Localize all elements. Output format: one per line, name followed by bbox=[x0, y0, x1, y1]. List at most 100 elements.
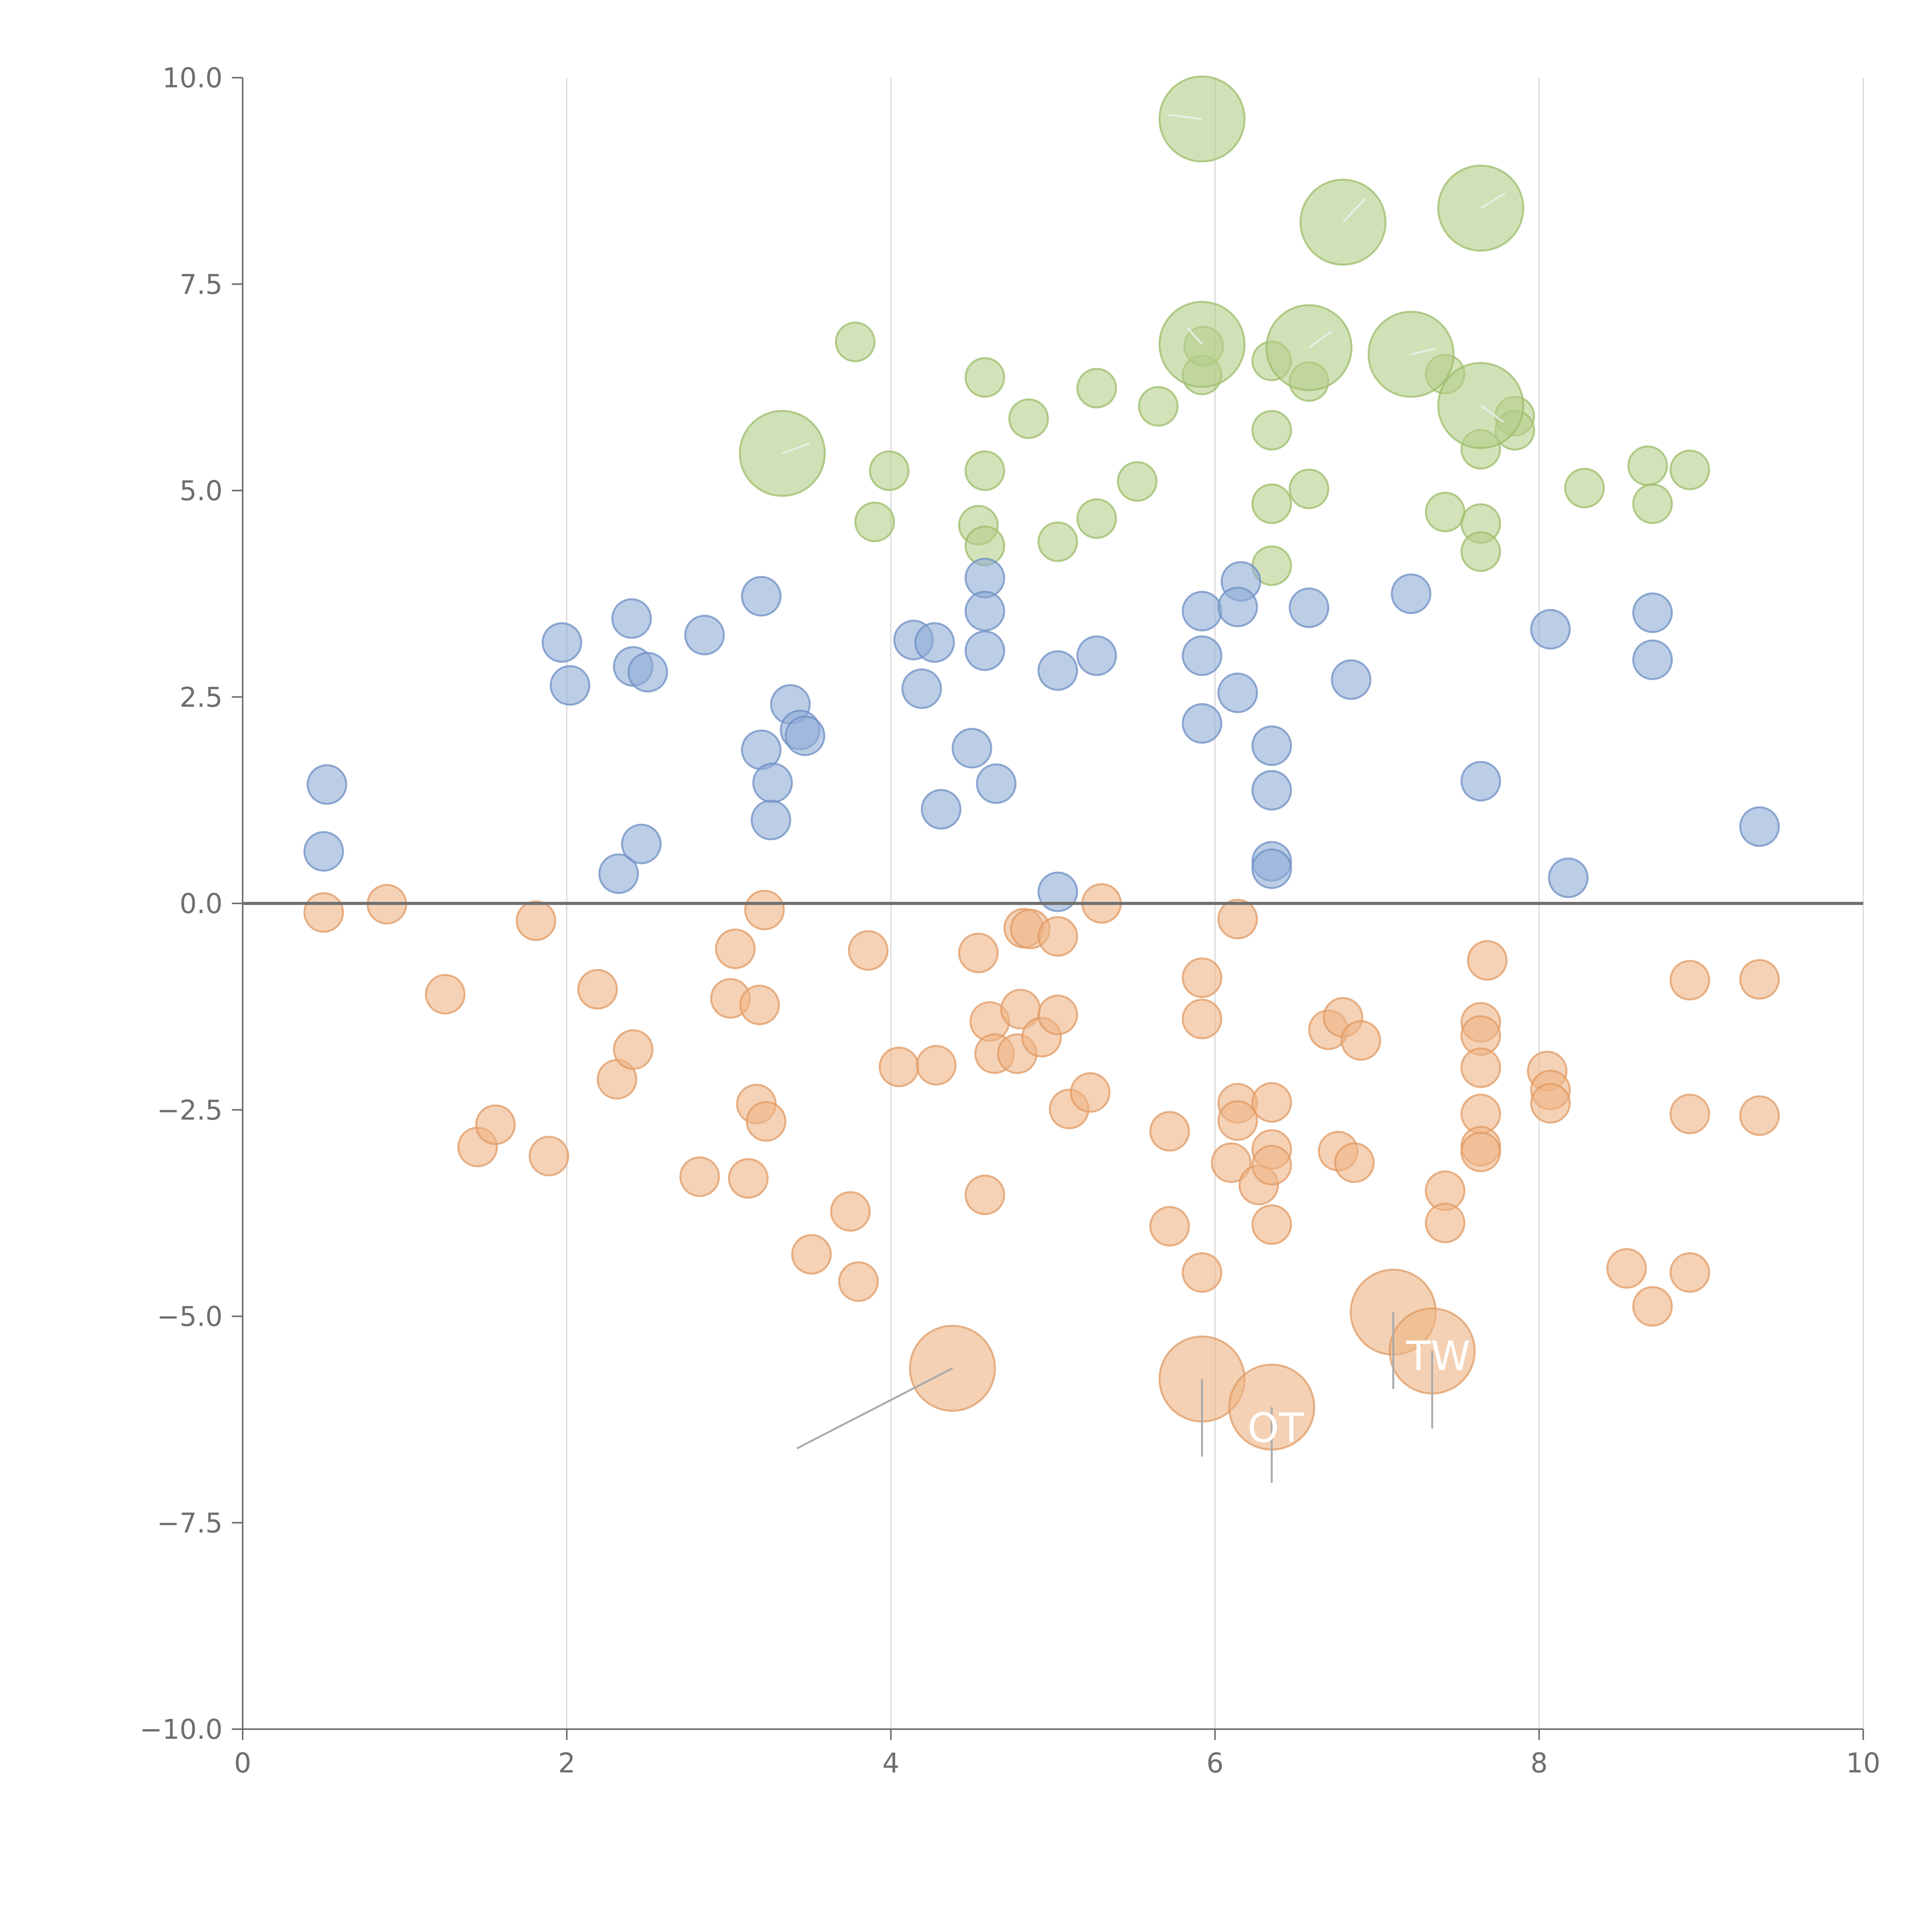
blue-point bbox=[1530, 609, 1571, 650]
blue-point bbox=[951, 728, 992, 769]
orange-point bbox=[425, 974, 466, 1015]
orange-point bbox=[1739, 1095, 1780, 1136]
orange-point bbox=[958, 932, 999, 973]
orange-point bbox=[1251, 1204, 1292, 1245]
orange-point bbox=[303, 892, 344, 933]
orange-point bbox=[1460, 1131, 1501, 1172]
orange-point bbox=[679, 1156, 720, 1197]
blue-point bbox=[1739, 806, 1780, 847]
orange-point bbox=[879, 1046, 920, 1087]
blue-point bbox=[1289, 587, 1330, 628]
green-point bbox=[1251, 483, 1292, 524]
orange-point bbox=[1070, 1072, 1111, 1113]
blue-point bbox=[976, 763, 1017, 804]
blue-point bbox=[1632, 592, 1673, 633]
green-point bbox=[1138, 386, 1179, 427]
y-tick-label: 2.5 bbox=[180, 682, 223, 713]
annotation-layer: TW OT bbox=[1247, 1332, 1470, 1451]
orange-point bbox=[1340, 1020, 1381, 1061]
y-tick-label: −2.5 bbox=[157, 1094, 223, 1126]
orange-point bbox=[1037, 916, 1078, 957]
blue-point bbox=[1251, 770, 1292, 811]
green-point bbox=[835, 321, 876, 362]
blue-point bbox=[784, 715, 825, 756]
annotation-label: OT bbox=[1247, 1404, 1304, 1451]
orange-point bbox=[838, 1261, 879, 1302]
annotation-leader-line bbox=[1480, 405, 1504, 423]
annotation-label: TW bbox=[1406, 1332, 1470, 1379]
orange-point bbox=[1669, 1252, 1710, 1293]
x-tick-label: 0 bbox=[234, 1747, 252, 1779]
blue-point bbox=[1217, 587, 1258, 628]
blue-point bbox=[306, 764, 347, 805]
annotation-leader-line bbox=[1342, 197, 1366, 223]
orange-point bbox=[1460, 1047, 1501, 1088]
blue-point bbox=[1182, 703, 1223, 744]
annotation-leader-line bbox=[796, 1367, 953, 1449]
y-tick-label: 0.0 bbox=[180, 888, 223, 920]
blue-point bbox=[598, 853, 639, 894]
blue-point bbox=[1632, 639, 1673, 680]
green-point bbox=[1627, 445, 1668, 486]
blue-point bbox=[1331, 659, 1372, 700]
blue-point bbox=[541, 622, 582, 663]
orange-point bbox=[1425, 1202, 1466, 1243]
green-point bbox=[1037, 521, 1078, 562]
blue-point bbox=[752, 762, 793, 803]
orange-point bbox=[848, 930, 889, 971]
green-point bbox=[1289, 468, 1330, 509]
y-tick-label: 10.0 bbox=[162, 62, 223, 94]
blue-point bbox=[750, 799, 791, 840]
orange-point bbox=[739, 985, 780, 1026]
blue-point bbox=[1076, 635, 1117, 676]
x-tick-label: 8 bbox=[1531, 1747, 1548, 1779]
green-point bbox=[1564, 468, 1605, 509]
green-point bbox=[1008, 398, 1049, 439]
y-tick-label: −5.0 bbox=[157, 1301, 223, 1333]
green-point bbox=[964, 450, 1005, 491]
orange-point bbox=[1334, 1142, 1375, 1183]
green-point bbox=[1251, 410, 1292, 451]
blue-point bbox=[611, 598, 652, 639]
orange-point bbox=[1149, 1111, 1190, 1152]
green-point bbox=[1076, 498, 1117, 539]
x-tick-label: 6 bbox=[1206, 1747, 1224, 1779]
green-point bbox=[1632, 483, 1673, 524]
blue-point bbox=[964, 630, 1005, 671]
green-point bbox=[869, 450, 910, 491]
orange-point bbox=[728, 1158, 769, 1199]
orange-point bbox=[916, 1045, 957, 1086]
orange-point bbox=[1251, 1145, 1292, 1185]
orange-point bbox=[1182, 1252, 1223, 1293]
blue-point bbox=[741, 576, 782, 617]
orange-point bbox=[1211, 1142, 1252, 1183]
orange-point bbox=[577, 969, 618, 1010]
green-point bbox=[854, 502, 895, 543]
blue-point bbox=[901, 668, 942, 709]
orange-point bbox=[515, 900, 556, 941]
orange-point bbox=[1669, 1094, 1710, 1134]
blue-point bbox=[1037, 650, 1078, 691]
green-point bbox=[1460, 531, 1501, 572]
orange-point bbox=[529, 1136, 570, 1177]
orange-point bbox=[1149, 1206, 1190, 1247]
blue-point bbox=[914, 622, 955, 663]
annotation-leader-line bbox=[1480, 192, 1506, 209]
blue-point bbox=[1251, 725, 1292, 766]
blue-point bbox=[303, 831, 344, 872]
orange-point bbox=[613, 1029, 654, 1070]
orange-point bbox=[1632, 1286, 1673, 1327]
orange-point bbox=[1739, 959, 1780, 1000]
y-tick-label: −10.0 bbox=[139, 1714, 223, 1745]
orange-point bbox=[746, 1101, 787, 1142]
annotation-leader-line bbox=[782, 442, 810, 454]
blue-point bbox=[1037, 871, 1078, 912]
annotation-leader-line bbox=[1187, 327, 1203, 345]
leader-layer bbox=[243, 114, 1863, 1483]
green-point bbox=[964, 357, 1005, 398]
blue-point bbox=[1217, 672, 1258, 713]
orange-point bbox=[1606, 1248, 1647, 1289]
blue-point bbox=[1251, 848, 1292, 889]
blue-point bbox=[921, 789, 962, 830]
